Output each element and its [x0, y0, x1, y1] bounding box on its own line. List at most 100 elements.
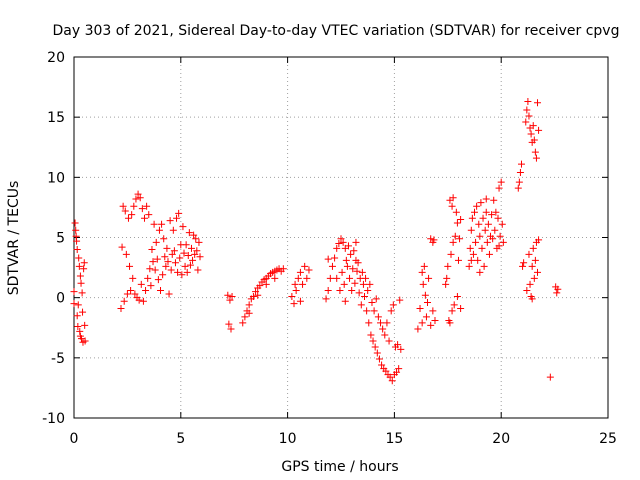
- data-point: [480, 262, 488, 270]
- data-point: [468, 214, 476, 222]
- data-point: [138, 205, 146, 213]
- data-point: [121, 207, 129, 215]
- data-point: [530, 274, 538, 282]
- data-point: [525, 112, 533, 120]
- data-point: [192, 235, 200, 243]
- data-point: [301, 262, 309, 270]
- data-point: [397, 345, 405, 353]
- data-point: [369, 337, 377, 345]
- data-point: [181, 262, 189, 270]
- data-point: [299, 280, 307, 288]
- data-point: [478, 244, 486, 252]
- data-point: [497, 178, 505, 186]
- data-point: [525, 250, 533, 258]
- data-point: [370, 307, 378, 315]
- data-point: [444, 262, 452, 270]
- data-point: [245, 301, 253, 309]
- data-point: [485, 250, 493, 258]
- data-point: [153, 255, 161, 263]
- data-point: [523, 106, 531, 114]
- data-point: [187, 244, 195, 252]
- data-point: [78, 289, 86, 297]
- data-point: [467, 226, 475, 234]
- data-point: [344, 242, 352, 250]
- data-point: [360, 292, 368, 300]
- data-point: [182, 241, 190, 249]
- x-tick-label: 5: [176, 431, 185, 447]
- data-point: [528, 262, 536, 270]
- data-point: [81, 321, 89, 329]
- data-point: [389, 301, 397, 309]
- data-point: [529, 244, 537, 252]
- data-point: [252, 288, 260, 296]
- data-point: [146, 265, 154, 273]
- data-point: [492, 208, 500, 216]
- data-point: [352, 238, 360, 246]
- data-point: [526, 280, 534, 288]
- data-point: [324, 255, 332, 263]
- y-axis-label: SDTVAR / TECUs: [6, 181, 22, 296]
- data-point: [425, 274, 433, 282]
- data-point: [499, 238, 507, 246]
- data-point: [363, 307, 371, 315]
- data-point: [130, 202, 138, 210]
- data-point: [135, 296, 143, 304]
- data-point: [117, 304, 125, 312]
- data-point: [239, 319, 247, 327]
- data-point: [164, 258, 172, 266]
- data-point: [150, 220, 158, 228]
- data-point: [466, 244, 474, 252]
- data-points: [70, 98, 562, 385]
- data-point: [79, 308, 87, 316]
- data-point: [328, 262, 336, 270]
- data-point: [324, 286, 332, 294]
- data-point: [446, 319, 454, 327]
- data-point: [154, 276, 162, 284]
- data-point: [393, 368, 401, 376]
- data-point: [171, 259, 179, 267]
- tick-layer: 0 5 10 15 20 25 -10 -5 0 5 10 15 20: [42, 50, 617, 447]
- data-point: [254, 291, 262, 299]
- x-tick-label: 25: [599, 431, 617, 447]
- data-point: [149, 258, 157, 266]
- data-point: [151, 266, 159, 274]
- data-point: [339, 238, 347, 246]
- x-tick-label: 10: [279, 431, 297, 447]
- grid-layer: [74, 57, 608, 418]
- data-point: [155, 226, 163, 234]
- data-point: [70, 300, 78, 308]
- data-point: [484, 220, 492, 228]
- data-point: [476, 268, 484, 276]
- data-point: [442, 280, 450, 288]
- data-point: [449, 238, 457, 246]
- y-tick-label: 15: [47, 110, 65, 126]
- data-point: [191, 250, 199, 258]
- data-point: [495, 184, 503, 192]
- data-point: [137, 280, 145, 288]
- data-point: [496, 232, 504, 240]
- data-point: [70, 288, 78, 296]
- data-point: [169, 226, 177, 234]
- data-point: [522, 118, 530, 126]
- data-point: [158, 220, 166, 228]
- data-point: [74, 301, 82, 309]
- data-point: [534, 99, 542, 107]
- data-point: [443, 274, 451, 282]
- data-point: [174, 268, 182, 276]
- data-point: [490, 196, 498, 204]
- data-point: [528, 295, 536, 303]
- data-point: [178, 271, 186, 279]
- data-point: [76, 272, 84, 280]
- y-tick-label: 0: [56, 291, 65, 307]
- data-point: [190, 231, 198, 239]
- data-point: [168, 250, 176, 258]
- data-point: [553, 289, 561, 297]
- data-point: [531, 256, 539, 264]
- data-point: [73, 312, 81, 320]
- data-point: [76, 327, 84, 335]
- data-point: [336, 286, 344, 294]
- data-point: [534, 268, 542, 276]
- data-point: [382, 367, 390, 375]
- data-point: [488, 211, 496, 219]
- data-point: [195, 238, 203, 246]
